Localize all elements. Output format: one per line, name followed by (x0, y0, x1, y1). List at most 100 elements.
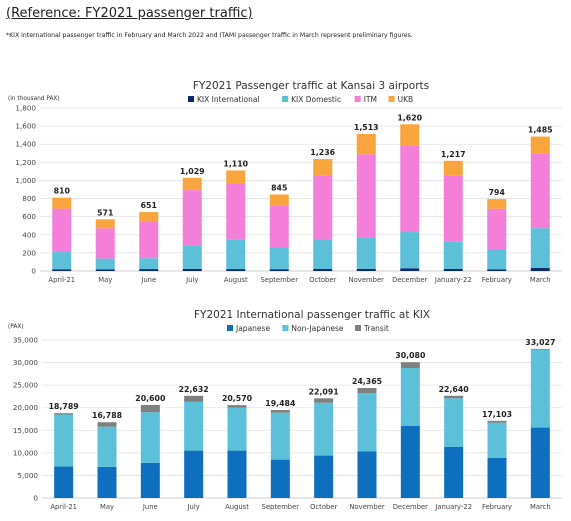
bar-segment-kix-domestic (313, 240, 333, 270)
x-tick-label: August (224, 276, 248, 284)
x-tick-label: December (393, 503, 428, 511)
x-tick-label: January-22 (434, 503, 472, 511)
bar-segment-itm (400, 145, 420, 233)
x-tick-label: March (530, 503, 551, 511)
bar-segment-transit (227, 405, 247, 408)
bar-segment-transit (530, 348, 550, 350)
y-tick-label: 600 (22, 212, 36, 221)
total-data-label: 22,640 (439, 385, 470, 394)
total-data-label: 1,029 (180, 167, 205, 176)
legend-swatch-1 (282, 325, 289, 331)
x-tick-label: January-22 (434, 276, 472, 284)
x-tick-label: February (482, 276, 512, 284)
total-data-label: 17,103 (482, 410, 512, 419)
legend-label-2: ITM (364, 95, 377, 104)
bar-segment-itm (182, 190, 202, 246)
bar-segment-kix-international (443, 268, 463, 271)
legend-label-3: UKB (398, 95, 414, 104)
bar-segment-kix-international (52, 269, 72, 271)
y-tick-label: 25,000 (13, 381, 39, 390)
bar-segment-japanese (184, 450, 204, 498)
bar-segment-japanese (530, 427, 550, 498)
bar-segment-japanese (97, 466, 117, 498)
y-tick-label: 15,000 (13, 426, 39, 435)
bar-segment-itm (139, 221, 159, 259)
bar-segment-kix-international (95, 269, 115, 271)
bar-segment-transit (314, 398, 334, 403)
total-data-label: 20,570 (222, 394, 253, 403)
y-tick-label: 20,000 (13, 403, 39, 412)
bar-segment-kix-domestic (269, 247, 289, 270)
x-tick-label: March (530, 276, 551, 284)
total-data-label: 810 (54, 187, 71, 196)
total-data-label: 1,236 (310, 148, 335, 157)
legend-label-1: KIX Domestic (291, 95, 341, 104)
bar-segment-kix-domestic (139, 258, 159, 270)
bar-segment-ukb (356, 133, 376, 155)
total-data-label: 20,600 (135, 394, 166, 403)
legend-label-0: Japanese (235, 324, 270, 333)
y-tick-label: 10,000 (13, 448, 39, 457)
legend-swatch-1 (282, 96, 289, 102)
legend-swatch-0 (227, 325, 233, 331)
bar-segment-kix-international (356, 268, 376, 271)
bar-segment-itm (530, 153, 550, 229)
total-data-label: 1,217 (441, 150, 466, 159)
x-tick-label: August (225, 503, 249, 511)
total-data-label: 22,632 (179, 385, 209, 394)
bar-segment-transit (97, 422, 117, 427)
bar-segment-non-japanese (487, 422, 507, 458)
x-tick-label: July (187, 503, 200, 511)
bar-segment-kix-international (400, 268, 420, 271)
bar-segment-kix-domestic (530, 228, 550, 269)
x-tick-label: October (309, 276, 336, 284)
y-tick-label: 400 (22, 230, 36, 239)
bar-segment-transit (444, 395, 464, 399)
total-data-label: 22,091 (309, 387, 339, 396)
bar-segment-itm (226, 183, 246, 240)
bar-segment-non-japanese (54, 414, 74, 467)
bar-segment-ukb (52, 197, 72, 209)
bar-segment-non-japanese (184, 401, 204, 451)
bar-segment-transit (357, 388, 377, 394)
bar-segment-japanese (227, 450, 247, 498)
bar-segment-ukb (400, 124, 420, 146)
bar-segment-ukb (487, 199, 507, 209)
total-data-label: 651 (141, 201, 157, 210)
bar-segment-kix-domestic (226, 239, 246, 270)
bar-segment-itm (269, 205, 289, 248)
bar-segment-non-japanese (140, 412, 160, 463)
bar-segment-japanese (357, 451, 377, 498)
bar-segment-kix-domestic (400, 232, 420, 269)
total-data-label: 794 (489, 188, 506, 197)
bar-segment-kix-international (313, 269, 333, 271)
bar-segment-kix-domestic (182, 245, 202, 269)
y-tick-label: 30,000 (13, 358, 39, 367)
bar-segment-japanese (400, 425, 420, 498)
y-tick-label: 1,000 (15, 176, 36, 185)
bar-segment-non-japanese (314, 402, 334, 456)
bar-segment-kix-domestic (443, 241, 463, 269)
bar-segment-ukb (269, 194, 289, 206)
legend-swatch-2 (355, 325, 361, 331)
bar-segment-kix-international (487, 269, 507, 271)
chart-title: FY2021 International passenger traffic a… (194, 309, 430, 321)
bar-segment-japanese (487, 457, 507, 498)
bar-segment-japanese (140, 462, 160, 498)
total-data-label: 24,365 (352, 377, 382, 386)
bar-segment-itm (356, 154, 376, 238)
bar-segment-kix-international (530, 268, 550, 271)
page-title: (Reference: FY2021 passenger traffic) (6, 6, 253, 21)
y-tick-label: 0 (33, 494, 38, 503)
x-tick-label: April-21 (50, 503, 77, 511)
bar-segment-itm (443, 175, 463, 242)
x-tick-label: July (185, 276, 198, 284)
bar-segment-ukb (182, 177, 202, 191)
bar-segment-ukb (443, 160, 463, 176)
x-tick-label: November (349, 503, 385, 511)
y-axis-unit-label: (in thousand PAX) (8, 96, 60, 102)
bar-segment-transit (487, 420, 507, 423)
bar-segment-non-japanese (357, 393, 377, 452)
x-tick-label: June (142, 503, 158, 511)
bar-segment-transit (140, 405, 160, 413)
